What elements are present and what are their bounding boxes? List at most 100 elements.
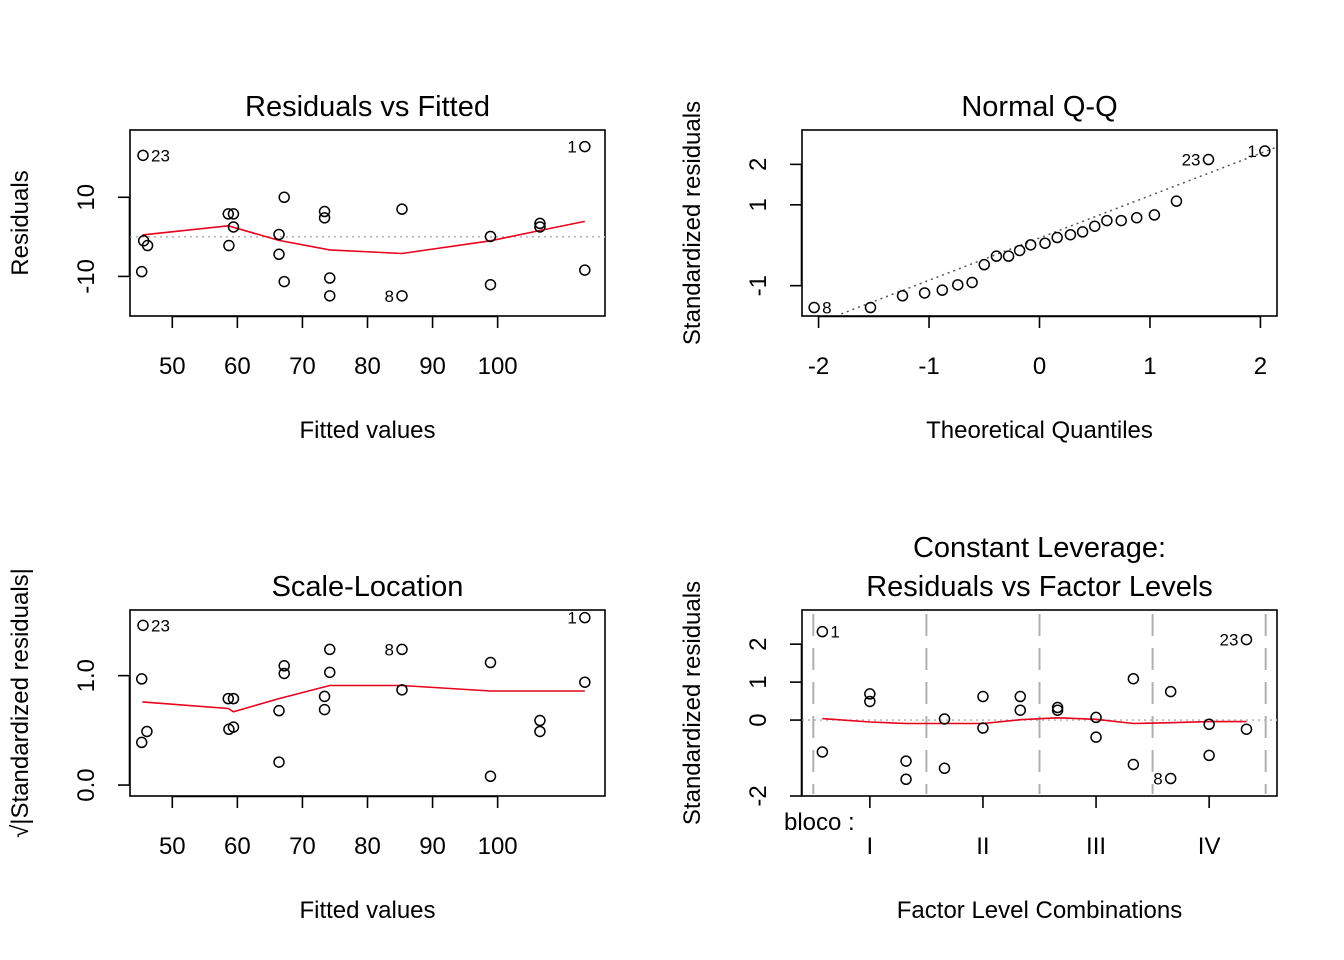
data-point <box>137 619 149 632</box>
data-point <box>324 643 336 656</box>
x-tick-label: 90 <box>419 353 446 380</box>
data-point <box>396 290 408 302</box>
x-tick-label: III <box>1086 833 1106 860</box>
point-id-label: 23 <box>151 616 170 635</box>
data-point <box>273 228 285 241</box>
x-tick-label: 80 <box>354 833 381 860</box>
data-point <box>816 746 829 758</box>
x-tick-label: -1 <box>918 353 939 380</box>
data-point <box>534 714 546 727</box>
smoother-line <box>142 220 585 255</box>
data-point <box>484 278 497 291</box>
data-point <box>273 704 285 717</box>
data-point <box>579 611 591 624</box>
y-tick-label: -1 <box>745 275 772 296</box>
data-point <box>318 212 331 224</box>
x-axis-label: Fitted values <box>299 417 435 444</box>
x-tick-label: IV <box>1198 833 1221 860</box>
x-tick-label: 100 <box>478 353 518 380</box>
chart-title: Normal Q-Q <box>961 91 1117 123</box>
smoother-line <box>142 684 585 713</box>
data-point <box>227 721 240 733</box>
data-point <box>135 265 148 278</box>
data-point <box>1013 244 1026 257</box>
data-point <box>1170 195 1183 207</box>
data-point <box>1002 250 1015 262</box>
data-point <box>135 736 148 749</box>
data-point <box>1164 772 1177 785</box>
data-point <box>1088 220 1101 232</box>
data-point <box>534 217 546 230</box>
point-id-label: 1 <box>830 623 839 642</box>
data-point <box>273 756 285 768</box>
data-point <box>318 205 331 218</box>
factor-name-label: bloco : <box>784 809 855 836</box>
data-point <box>1240 633 1253 646</box>
point-id-label: 1 <box>567 609 576 628</box>
point-id-label: 8 <box>1153 770 1162 789</box>
x-axis-label: Theoretical Quantiles <box>926 417 1153 444</box>
y-tick-label: 2 <box>745 637 772 650</box>
data-point <box>978 258 991 271</box>
y-tick-label: 0 <box>745 713 772 726</box>
data-point <box>579 264 591 276</box>
data-point <box>1127 758 1140 771</box>
y-tick-label: 1 <box>745 198 772 211</box>
x-tick-label: 2 <box>1254 353 1267 380</box>
data-point <box>141 239 154 252</box>
data-point <box>396 643 408 656</box>
x-tick-label: I <box>867 833 874 860</box>
data-point <box>896 290 909 302</box>
data-point <box>227 208 240 220</box>
chart-subtitle: Residuals vs Factor Levels <box>866 571 1213 603</box>
data-point <box>1101 214 1113 227</box>
x-tick-label: 0 <box>1033 353 1046 380</box>
data-point <box>278 660 290 672</box>
data-point <box>278 667 290 680</box>
data-point <box>990 250 1003 262</box>
chart-title: Residuals vs Fitted <box>245 91 490 123</box>
data-point <box>318 690 331 703</box>
data-point <box>137 149 149 162</box>
x-tick-label: 70 <box>289 833 316 860</box>
data-point <box>318 703 331 716</box>
smoother-line <box>822 716 1247 725</box>
data-point <box>977 690 989 703</box>
x-tick-label: 90 <box>419 833 446 860</box>
plot-frame <box>129 129 606 317</box>
point-id-label: 1 <box>1247 142 1256 161</box>
data-point <box>273 248 285 261</box>
data-point <box>579 140 591 153</box>
y-tick-label: 10 <box>73 184 100 211</box>
data-point <box>1115 214 1127 227</box>
data-point <box>864 688 876 700</box>
data-point <box>1127 672 1140 685</box>
data-point <box>1203 718 1215 731</box>
y-tick-label: 1.0 <box>73 659 100 692</box>
y-tick-label: -2 <box>745 785 772 806</box>
x-tick-label: 50 <box>159 833 186 860</box>
data-point <box>966 276 978 289</box>
y-axis-label: Residuals <box>7 170 34 275</box>
data-point <box>1164 685 1177 698</box>
x-tick-label: 1 <box>1143 353 1156 380</box>
data-point <box>977 722 989 734</box>
data-point <box>1090 711 1102 724</box>
y-axis-label: Standardized residuals <box>679 581 706 825</box>
data-point <box>900 773 912 786</box>
y-axis-label: √|Standardized residuals| <box>7 568 34 838</box>
y-tick-label: 0.0 <box>73 768 100 801</box>
point-id-label: 1 <box>567 138 576 157</box>
point-id-label: 8 <box>822 299 831 318</box>
data-point <box>864 695 876 708</box>
data-point <box>324 290 336 302</box>
panel-p3: Scale-Location Fitted values √|Standardize… <box>7 568 606 924</box>
point-id-label: 8 <box>385 640 394 659</box>
data-point <box>938 762 951 775</box>
data-point <box>484 230 497 243</box>
x-axis-label: Fitted values <box>299 897 435 924</box>
data-point <box>227 692 240 705</box>
data-point <box>816 625 829 638</box>
x-tick-label: 70 <box>289 353 316 380</box>
data-point <box>324 666 336 679</box>
